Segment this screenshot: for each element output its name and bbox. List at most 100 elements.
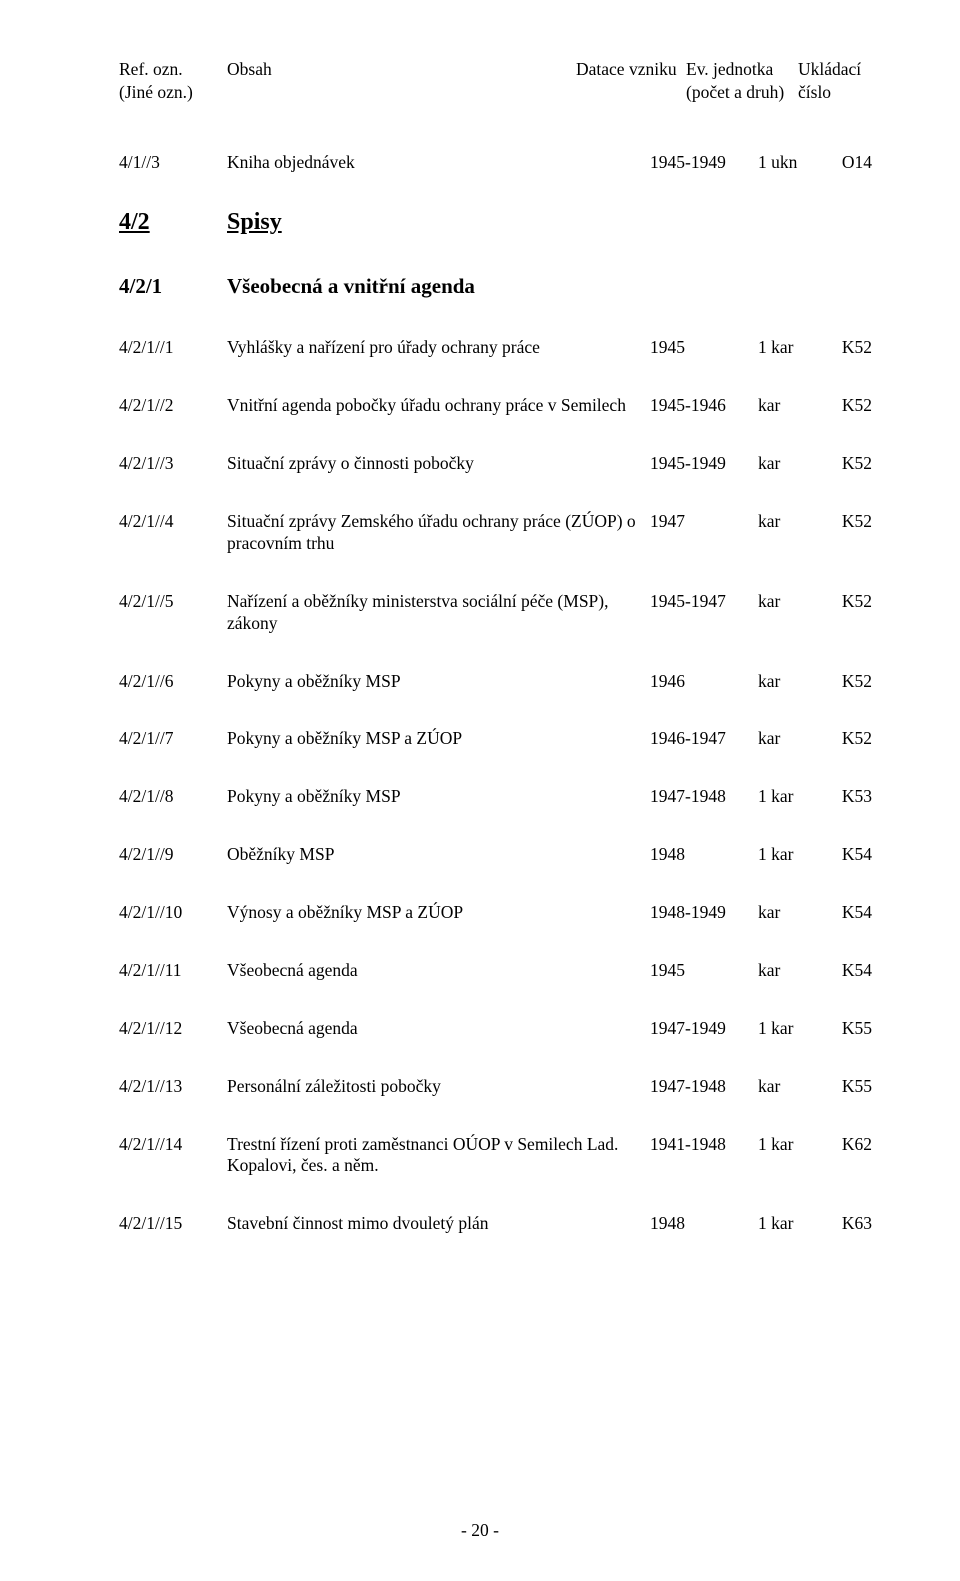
entry-date: 1947-1948 [650, 786, 758, 808]
entry-row: 4/2/1//3Situační zprávy o činnosti poboč… [119, 453, 872, 475]
entry-content: Stavební činnost mimo dvouletý plán [227, 1213, 650, 1235]
entry-unit: 1 kar [758, 1018, 822, 1040]
subsection-ref: 4/2/1 [119, 274, 227, 299]
entry-content: Vnitřní agenda pobočky úřadu ochrany prá… [227, 395, 650, 417]
entry-loc: K54 [822, 960, 872, 982]
entry-row: 4/2/1//7Pokyny a oběžníky MSP a ZÚOP1946… [119, 728, 872, 750]
entry-unit: kar [758, 671, 822, 693]
entry-content: Pokyny a oběžníky MSP [227, 786, 650, 808]
subsection-title: Všeobecná a vnitřní agenda [227, 274, 475, 299]
entry-unit: kar [758, 511, 822, 533]
entry-loc: K62 [822, 1134, 872, 1156]
entry-row: 4/2/1//14Trestní řízení proti zaměstnanc… [119, 1134, 872, 1178]
entry-unit: 1 kar [758, 786, 822, 808]
entry-ref: 4/1//3 [119, 152, 227, 174]
entry-unit: kar [758, 453, 822, 475]
entry-date: 1947-1949 [650, 1018, 758, 1040]
entry-ref: 4/2/1//8 [119, 786, 227, 808]
entry-row: 4/1//3Kniha objednávek1945-19491 uknO14 [119, 152, 872, 174]
entry-date: 1945-1949 [650, 152, 758, 174]
entry-date: 1947-1948 [650, 1076, 758, 1098]
entry-row: 4/2/1//5Nařízení a oběžníky ministerstva… [119, 591, 872, 635]
entry-ref: 4/2/1//9 [119, 844, 227, 866]
entry-content: Nařízení a oběžníky ministerstva sociáln… [227, 591, 650, 635]
entry-unit: kar [758, 960, 822, 982]
entry-ref: 4/2/1//14 [119, 1134, 227, 1156]
header-col-loc: Ukládací číslo [798, 58, 872, 104]
entry-row: 4/2/1//2Vnitřní agenda pobočky úřadu och… [119, 395, 872, 417]
header-unit-line1: Ev. jednotka [686, 58, 798, 81]
entry-unit: kar [758, 591, 822, 613]
entry-date: 1946 [650, 671, 758, 693]
entry-ref: 4/2/1//4 [119, 511, 227, 533]
entry-row: 4/2/1//10Výnosy a oběžníky MSP a ZÚOP194… [119, 902, 872, 924]
entry-content: Výnosy a oběžníky MSP a ZÚOP [227, 902, 650, 924]
entry-loc: K55 [822, 1018, 872, 1040]
section-ref: 4/2 [119, 209, 227, 236]
entry-ref: 4/2/1//11 [119, 960, 227, 982]
entry-loc: K52 [822, 395, 872, 417]
header-loc-line2: číslo [798, 81, 872, 104]
header-ref-line1: Ref. ozn. [119, 58, 227, 81]
entry-ref: 4/2/1//2 [119, 395, 227, 417]
entry-row: 4/2/1//4Situační zprávy Zemského úřadu o… [119, 511, 872, 555]
entry-row: 4/2/1//11Všeobecná agenda1945karK54 [119, 960, 872, 982]
entry-loc: K52 [822, 453, 872, 475]
entry-unit: kar [758, 902, 822, 924]
entry-date: 1945-1946 [650, 395, 758, 417]
entry-row: 4/2/1//1Vyhlášky a nařízení pro úřady oc… [119, 337, 872, 359]
entry-content: Pokyny a oběžníky MSP [227, 671, 650, 693]
entry-content: Situační zprávy Zemského úřadu ochrany p… [227, 511, 650, 555]
entry-row: 4/2/1//9Oběžníky MSP19481 karK54 [119, 844, 872, 866]
entry-ref: 4/2/1//12 [119, 1018, 227, 1040]
entry-date: 1947 [650, 511, 758, 533]
entry-loc: K52 [822, 337, 872, 359]
entry-ref: 4/2/1//6 [119, 671, 227, 693]
header-col-unit: Ev. jednotka (počet a druh) [686, 58, 798, 104]
entry-date: 1945-1947 [650, 591, 758, 613]
entry-loc: K52 [822, 671, 872, 693]
entry-row: 4/2/1//6Pokyny a oběžníky MSP1946karK52 [119, 671, 872, 693]
entry-row: 4/2/1//12Všeobecná agenda1947-19491 karK… [119, 1018, 872, 1040]
header-content-line1: Obsah [227, 58, 564, 81]
entry-loc: K52 [822, 511, 872, 533]
entry-content: Vyhlášky a nařízení pro úřady ochrany pr… [227, 337, 650, 359]
header-ref-line2: (Jiné ozn.) [119, 81, 227, 104]
entry-ref: 4/2/1//10 [119, 902, 227, 924]
entry-date: 1945-1949 [650, 453, 758, 475]
header-loc-line1: Ukládací [798, 58, 872, 81]
header-unit-line2: (počet a druh) [686, 81, 798, 104]
entry-content: Všeobecná agenda [227, 1018, 650, 1040]
entry-ref: 4/2/1//3 [119, 453, 227, 475]
entry-date: 1941-1948 [650, 1134, 758, 1156]
entry-content: Kniha objednávek [227, 152, 650, 174]
entry-date: 1945 [650, 960, 758, 982]
header-date-line1: Datace vzniku [576, 58, 686, 81]
entry-loc: K53 [822, 786, 872, 808]
entry-unit: 1 kar [758, 337, 822, 359]
entry-row: 4/2/1//13Personální záležitosti pobočky1… [119, 1076, 872, 1098]
entry-content: Situační zprávy o činnosti pobočky [227, 453, 650, 475]
entry-row: 4/2/1//8Pokyny a oběžníky MSP1947-19481 … [119, 786, 872, 808]
header-col-content: Obsah [227, 58, 576, 104]
page-number: - 20 - [0, 1520, 960, 1541]
entry-content: Oběžníky MSP [227, 844, 650, 866]
entry-ref: 4/2/1//13 [119, 1076, 227, 1098]
entries-container: 4/1//3Kniha objednávek1945-19491 uknO144… [119, 152, 872, 1236]
entry-date: 1948-1949 [650, 902, 758, 924]
entry-row: 4/2/1//15Stavební činnost mimo dvouletý … [119, 1213, 872, 1235]
entry-content: Trestní řízení proti zaměstnanci OÚOP v … [227, 1134, 650, 1178]
entry-date: 1948 [650, 844, 758, 866]
entry-unit: kar [758, 1076, 822, 1098]
entry-loc: O14 [822, 152, 872, 174]
entry-unit: 1 ukn [758, 152, 822, 174]
subsection-heading: 4/2/1Všeobecná a vnitřní agenda [119, 274, 872, 299]
entry-date: 1946-1947 [650, 728, 758, 750]
entry-unit: kar [758, 728, 822, 750]
entry-content: Personální záležitosti pobočky [227, 1076, 650, 1098]
entry-unit: 1 kar [758, 1134, 822, 1156]
entry-content: Všeobecná agenda [227, 960, 650, 982]
entry-unit: kar [758, 395, 822, 417]
entry-unit: 1 kar [758, 844, 822, 866]
entry-ref: 4/2/1//1 [119, 337, 227, 359]
